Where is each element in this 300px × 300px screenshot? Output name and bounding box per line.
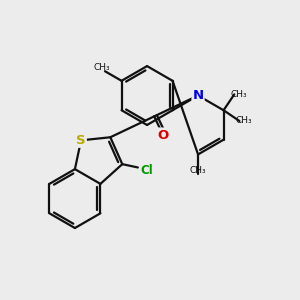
Text: CH₃: CH₃ (190, 166, 206, 175)
Text: S: S (76, 134, 86, 147)
Text: CH₃: CH₃ (230, 90, 247, 99)
Text: N: N (193, 89, 204, 102)
Text: O: O (158, 128, 169, 142)
Text: Cl: Cl (140, 164, 153, 176)
Text: CH₃: CH₃ (236, 116, 252, 125)
Text: CH₃: CH₃ (93, 63, 110, 72)
